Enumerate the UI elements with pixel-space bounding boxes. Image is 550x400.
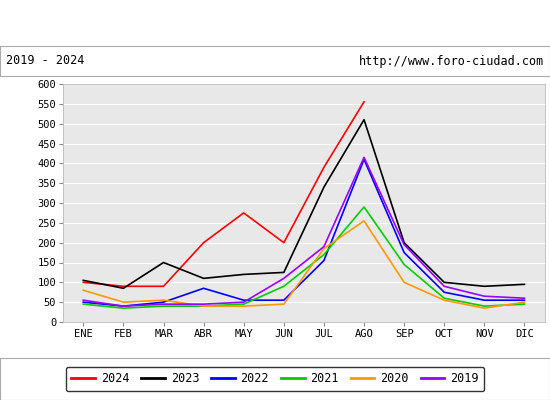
- Text: Evolucion Nº Turistas Extranjeros en el municipio de Ares: Evolucion Nº Turistas Extranjeros en el …: [26, 16, 524, 30]
- Text: http://www.foro-ciudad.com: http://www.foro-ciudad.com: [359, 54, 544, 68]
- Legend: 2024, 2023, 2022, 2021, 2020, 2019: 2024, 2023, 2022, 2021, 2020, 2019: [65, 366, 485, 392]
- Text: 2019 - 2024: 2019 - 2024: [6, 54, 84, 68]
